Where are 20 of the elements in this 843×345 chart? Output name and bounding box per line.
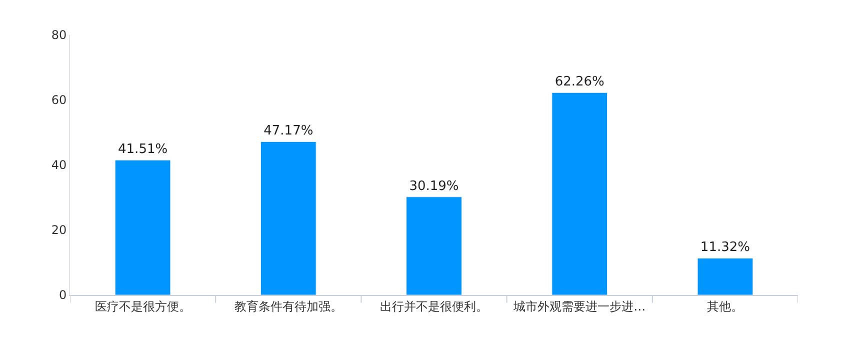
bar: [406, 196, 462, 295]
data-label: 47.17%: [264, 124, 314, 139]
data-label: 11.32%: [700, 240, 750, 256]
y-tick-label: 40: [51, 158, 67, 172]
x-tick-label: 城市外观需要进一步进…: [512, 299, 646, 314]
x-tick-label: 医疗不是很方便。: [94, 299, 191, 314]
data-label: 30.19%: [409, 178, 459, 194]
bar: [114, 160, 171, 295]
data-label: 62.26%: [554, 74, 604, 90]
x-tick-label: 教育条件有待加强。: [234, 299, 342, 314]
data-label: 41.51%: [118, 142, 168, 158]
bar: [260, 141, 316, 295]
y-tick-label: 80: [51, 28, 67, 42]
x-tick-label: 出行并不是很便利。: [380, 299, 488, 314]
y-tick-label: 60: [51, 93, 67, 108]
y-tick-label: 20: [51, 223, 67, 238]
x-tick-label: 其他。: [707, 299, 744, 314]
bar: [552, 92, 608, 295]
bar: [697, 258, 754, 295]
y-tick-label: 0: [58, 288, 67, 302]
